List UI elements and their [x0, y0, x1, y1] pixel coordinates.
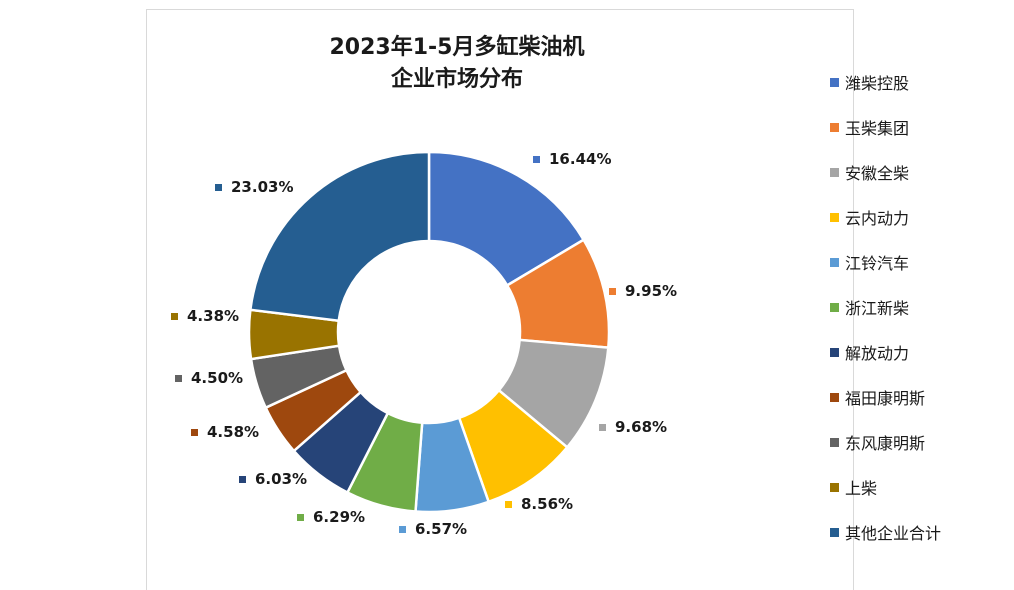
legend-swatch	[830, 302, 839, 312]
legend-label: 东风康明斯	[845, 434, 926, 453]
legend-label: 上柴	[845, 479, 878, 498]
legend-item-10: 上柴	[830, 477, 878, 498]
legend-swatch	[830, 392, 839, 402]
data-label-10: 4.38%	[171, 307, 239, 325]
data-label-text: 4.58%	[207, 423, 260, 441]
legend-label: 其他企业合计	[845, 524, 942, 543]
data-label-text: 9.95%	[625, 282, 678, 300]
data-label-text: 6.03%	[255, 470, 308, 488]
donut-slice-1	[427, 150, 586, 288]
data-label-9: 4.50%	[175, 369, 243, 387]
legend-item-2: 玉柴集团	[830, 117, 910, 138]
legend-label: 解放动力	[845, 344, 910, 363]
data-label-1: 16.44%	[533, 150, 611, 168]
data-label-text: 8.56%	[521, 495, 574, 513]
donut-chart	[247, 150, 611, 514]
legend-label: 玉柴集团	[845, 119, 910, 138]
chart-title-line-1: 2023年1-5月多缸柴油机	[329, 35, 585, 60]
data-label-marker	[399, 525, 406, 533]
data-label-7: 6.03%	[239, 470, 307, 488]
legend-item-6: 浙江新柴	[830, 297, 910, 318]
legend-item-9: 东风康明斯	[830, 432, 926, 453]
data-label-text: 4.50%	[191, 369, 244, 387]
legend-swatch	[830, 437, 839, 447]
data-label-5: 6.57%	[399, 520, 467, 538]
data-label-text: 4.38%	[187, 307, 240, 325]
data-label-8: 4.58%	[191, 423, 259, 441]
legend-item-4: 云内动力	[830, 207, 910, 228]
data-label-marker	[297, 513, 304, 521]
data-label-2: 9.95%	[609, 282, 677, 300]
data-label-3: 9.68%	[599, 418, 667, 436]
legend-swatch	[830, 527, 839, 537]
legend-swatch	[830, 482, 839, 492]
legend-label: 江铃汽车	[845, 254, 910, 273]
data-label-text: 16.44%	[549, 150, 612, 168]
legend-swatch	[830, 257, 839, 267]
data-label-text: 6.57%	[415, 520, 468, 538]
legend-label: 潍柴控股	[845, 74, 910, 93]
legend-swatch	[830, 212, 839, 222]
legend-label: 浙江新柴	[845, 299, 910, 318]
data-label-marker	[533, 155, 540, 163]
legend-item-3: 安徽全柴	[830, 162, 910, 183]
data-label-marker	[239, 475, 246, 483]
legend-item-11: 其他企业合计	[830, 522, 942, 543]
legend-label: 福田康明斯	[845, 389, 926, 408]
legend-swatch	[830, 122, 839, 132]
data-label-text: 6.29%	[313, 508, 366, 526]
data-label-marker	[175, 374, 182, 382]
data-label-marker	[171, 312, 178, 320]
chart-frame: 2023年1-5月多缸柴油机 企业市场分布 16.44% 9.95% 9.68% 8.…	[146, 9, 941, 590]
legend-swatch	[830, 347, 839, 357]
chart-title-line-2: 企业市场分布	[390, 67, 523, 92]
data-label-marker	[505, 500, 512, 508]
data-label-6: 6.29%	[297, 508, 365, 526]
data-label-marker	[609, 287, 616, 295]
data-label-text: 9.68%	[615, 418, 668, 436]
data-label-marker	[599, 423, 606, 431]
legend-label: 安徽全柴	[845, 164, 910, 183]
data-label-text: 23.03%	[231, 178, 294, 196]
data-label-marker	[215, 183, 222, 191]
legend-swatch	[830, 77, 839, 87]
donut-slice-11	[248, 150, 431, 323]
legend-swatch	[830, 167, 839, 177]
data-label-4: 8.56%	[505, 495, 573, 513]
legend-item-5: 江铃汽车	[830, 252, 910, 273]
legend-item-7: 解放动力	[830, 342, 910, 363]
chart-title: 2023年1-5月多缸柴油机 企业市场分布	[147, 32, 767, 96]
legend-label: 云内动力	[845, 209, 910, 228]
legend-item-1: 潍柴控股	[830, 72, 910, 93]
data-label-11: 23.03%	[215, 178, 293, 196]
data-label-marker	[191, 428, 198, 436]
legend-item-8: 福田康明斯	[830, 387, 926, 408]
